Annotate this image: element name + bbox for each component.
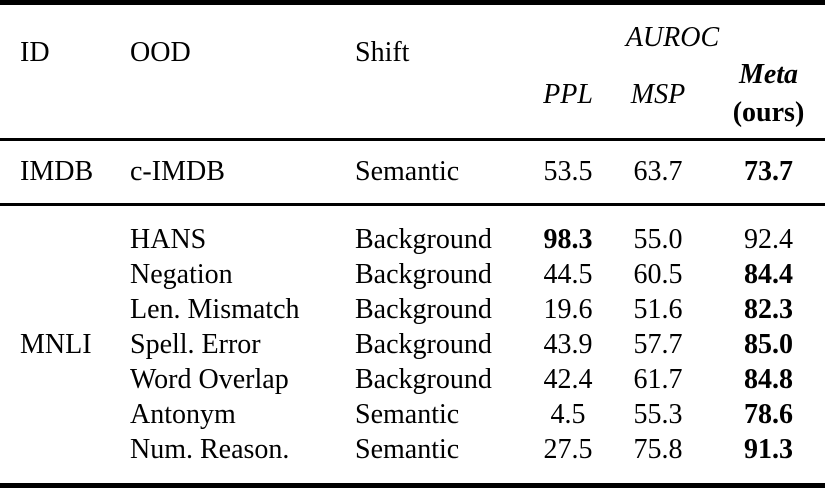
cell-ood: Spell. Error (130, 328, 261, 360)
header-meta-line2: (ours) (732, 97, 805, 128)
header-msp: MSP (630, 79, 686, 110)
cell-msp: 51.6 (633, 293, 683, 325)
table-row-word-overlap: Word Overlap Background 42.4 61.7 84.8 (120, 362, 825, 397)
cell-meta: 82.3 (744, 293, 793, 325)
cell-shift: Background (355, 293, 492, 325)
cell-shift: Semantic (355, 398, 460, 430)
table-row-spell-error: Spell. Error Background 43.9 57.7 85.0 (120, 327, 825, 362)
cell-meta: 78.6 (744, 398, 793, 430)
cell-group-id: MNLI (0, 222, 120, 467)
header-ppl: PPL (543, 79, 593, 110)
cell-ppl: 43.9 (543, 328, 593, 360)
cell-ppl: 53.5 (543, 156, 593, 187)
cell-msp: 55.0 (633, 223, 683, 255)
table-row-len-mismatch: Len. Mismatch Background 19.6 51.6 82.3 (120, 292, 825, 327)
cell-ppl: 98.3 (543, 223, 593, 255)
cell-ood: Negation (130, 258, 233, 290)
cell-ood: Antonym (130, 398, 236, 430)
header-auroc-group: AUROC (625, 22, 720, 53)
cell-msp: 57.7 (633, 328, 683, 360)
cell-shift: Background (355, 328, 492, 360)
cell-meta: 84.8 (744, 363, 793, 395)
header-id: ID (20, 37, 50, 68)
cell-meta: 92.4 (744, 223, 793, 255)
cell-ood: HANS (130, 223, 207, 255)
table-row-num-reason: Num. Reason. Semantic 27.5 75.8 91.3 (120, 432, 825, 467)
cell-msp: 75.8 (633, 433, 683, 465)
cell-msp: 55.3 (633, 398, 683, 430)
cell-group-id: IMDB (20, 156, 94, 187)
table-row-negation: Negation Background 44.5 60.5 84.4 (120, 257, 825, 292)
table-row-antonym: Antonym Semantic 4.5 55.3 78.6 (120, 397, 825, 432)
cell-ppl: 19.6 (543, 293, 593, 325)
table-row-imdb: IMDB c-IMDB Semantic 53.5 63.7 73.7 (0, 141, 825, 206)
cell-meta: 85.0 (744, 328, 793, 360)
header-meta-ours: Meta (ours) (712, 56, 825, 132)
table-header: ID OOD Shift AUROC PPL MSP Meta (ours) (0, 5, 825, 141)
cell-shift: Background (355, 363, 492, 395)
cell-ppl: 42.4 (543, 363, 593, 395)
cell-ood: c-IMDB (130, 156, 225, 187)
cell-msp: 61.7 (633, 363, 683, 395)
table-row-hans: HANS Background 98.3 55.0 92.4 (120, 222, 825, 257)
cell-meta: 84.4 (744, 258, 793, 290)
header-shift: Shift (355, 37, 410, 68)
cell-msp: 60.5 (633, 258, 683, 290)
cell-ppl: 27.5 (543, 433, 593, 465)
header-ood: OOD (130, 37, 191, 68)
cell-ood: Len. Mismatch (130, 293, 300, 325)
cell-ppl: 4.5 (550, 398, 586, 430)
cell-meta: 73.7 (744, 156, 793, 187)
cell-shift: Background (355, 258, 492, 290)
cell-shift: Semantic (355, 156, 460, 187)
table-group-mnli: MNLI HANS Background 98.3 55.0 92.4 Nega… (0, 206, 825, 483)
group-rows: HANS Background 98.3 55.0 92.4 Negation … (120, 222, 825, 467)
cell-ood: Word Overlap (130, 363, 289, 395)
header-meta-line1: Meta (738, 59, 799, 90)
cell-msp: 63.7 (633, 156, 683, 187)
cell-ppl: 44.5 (543, 258, 593, 290)
cell-shift: Background (355, 223, 492, 255)
cell-shift: Semantic (355, 433, 460, 465)
cell-ood: Num. Reason. (130, 433, 290, 465)
cell-meta: 91.3 (744, 433, 793, 465)
group-id-label: MNLI (20, 328, 92, 360)
